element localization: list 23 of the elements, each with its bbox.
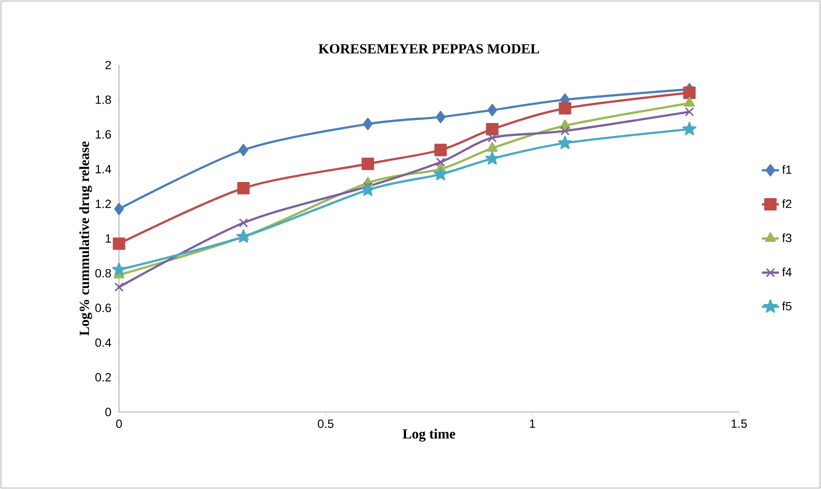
y-tick-label: 1.8 [96,95,111,104]
y-tick-label: 1 [106,234,111,243]
legend-label: f5 [782,302,792,310]
y-tick-label: 2 [105,60,111,70]
y-axis-title: Log% cummulative drug release [79,142,92,336]
y-tick-label: 1.4 [96,164,112,174]
legend-label: f4 [782,268,792,276]
y-tick-label: 0.8 [95,268,111,278]
y-tick-label: 0.6 [95,304,111,312]
y-tick-label: 1.2 [96,200,111,208]
x-tick-label: 1 [530,420,536,428]
x-axis-title: Log time [402,428,456,442]
chart-title: KORESEMEYER PEPPAS MODEL [318,44,540,54]
legend-label: f2 [782,199,792,208]
legend-label: f1 [782,165,792,174]
legend-label: f3 [782,233,792,242]
x-tick-label: 0.5 [318,420,334,428]
y-tick-label: 0.2 [95,373,111,382]
x-tick-label: 1.5 [732,420,747,428]
y-tick-label: 0 [105,408,112,416]
y-tick-label: 0.4 [95,338,112,347]
y-tick-label: 1.6 [96,130,111,139]
x-tick-label: 0 [116,420,122,428]
